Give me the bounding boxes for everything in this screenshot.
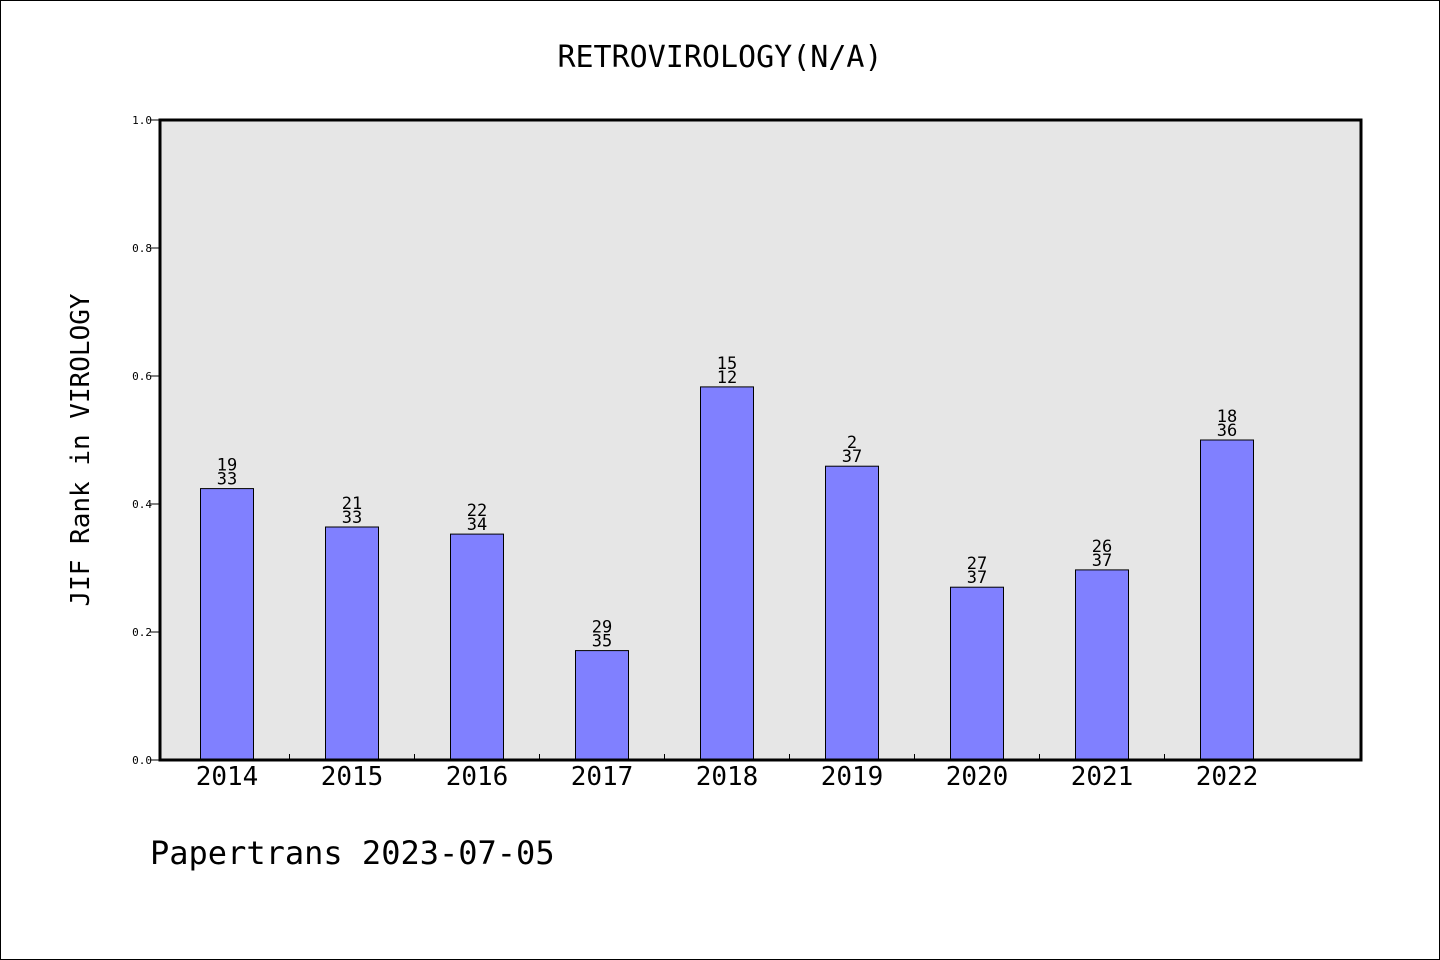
x-tick-label-2015: 2015 [321, 762, 384, 792]
x-tick-label-2014: 2014 [196, 762, 259, 792]
bar-2016 [450, 533, 504, 761]
bar-label-bottom-2019: 37 [842, 447, 862, 467]
y-tick-label-5: 1.0 [132, 114, 152, 127]
bar-label-top-2016: 22 [467, 501, 487, 521]
bar-label-bottom-2020: 37 [967, 568, 987, 588]
footer-text: Papertrans 2023-07-05 [150, 834, 555, 872]
x-axis: 2014 2015 2016 2017 2018 2019 2020 2021 2022 [196, 754, 1259, 792]
x-tick-label-2021: 2021 [1071, 762, 1134, 792]
bar-label-bottom-2014: 33 [217, 470, 237, 490]
bar-2014 [200, 488, 254, 761]
bar-label-bottom-2022: 36 [1217, 421, 1237, 441]
bars-group [200, 386, 1254, 761]
bar-label-top-2015: 21 [342, 494, 362, 514]
x-tick-label-2020: 2020 [946, 762, 1009, 792]
bar-label-top-2022: 18 [1217, 407, 1237, 427]
bar-label-top-2017: 29 [592, 618, 612, 638]
y-tick-label-3: 0.6 [132, 370, 152, 383]
y-tick-label-1: 0.2 [132, 626, 152, 639]
bar-2017 [575, 650, 629, 761]
y-axis: 0.0 0.2 0.4 0.6 0.8 1.0 [132, 114, 160, 767]
x-tick-label-2019: 2019 [821, 762, 884, 792]
x-tick-label-2016: 2016 [446, 762, 509, 792]
bar-2021 [1075, 569, 1129, 761]
bar-2020 [950, 586, 1004, 761]
bar-2015 [325, 526, 379, 761]
bar-label-top-2014: 19 [217, 456, 237, 476]
bar-label-bottom-2018: 12 [717, 368, 737, 388]
x-tick-label-2018: 2018 [696, 762, 759, 792]
bar-label-top-2018: 15 [717, 354, 737, 374]
bar-label-top-2020: 27 [967, 554, 987, 574]
bar-label-bottom-2015: 33 [342, 508, 362, 528]
y-tick-label-2: 0.4 [132, 498, 152, 511]
bar-label-bottom-2021: 37 [1092, 551, 1112, 571]
bar-label-bottom-2016: 34 [467, 515, 487, 535]
chart-title: RETROVIROLOGY(N/A) [557, 40, 882, 75]
bar-2019 [825, 465, 879, 761]
bar-label-top-2021: 26 [1092, 537, 1112, 557]
bar-2022 [1200, 439, 1254, 761]
y-tick-label-4: 0.8 [132, 242, 152, 255]
bar-2018 [700, 386, 754, 761]
bar-label-top-2019: 2 [847, 433, 857, 453]
y-axis-label: JIF Rank in VIROLOGY [66, 293, 96, 606]
y-tick-label-0: 0.0 [132, 754, 152, 767]
plot-border [158, 118, 1363, 762]
x-tick-label-2022: 2022 [1196, 762, 1259, 792]
bar-label-bottom-2017: 35 [592, 632, 612, 652]
x-tick-label-2017: 2017 [571, 762, 634, 792]
